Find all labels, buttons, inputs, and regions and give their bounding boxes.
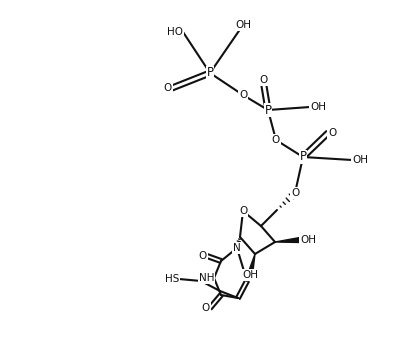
Text: P: P [264, 103, 272, 117]
Polygon shape [247, 254, 255, 276]
Text: O: O [239, 90, 247, 100]
Text: P: P [299, 151, 307, 164]
Text: P: P [206, 67, 214, 80]
Text: O: O [164, 83, 172, 93]
Text: NH: NH [199, 273, 214, 283]
Text: OH: OH [352, 155, 368, 165]
Text: OH: OH [235, 20, 251, 30]
Polygon shape [275, 238, 300, 242]
Text: OH: OH [310, 102, 326, 112]
Text: O: O [202, 303, 210, 313]
Text: O: O [328, 128, 336, 138]
Text: O: O [259, 75, 267, 85]
Text: O: O [291, 188, 299, 198]
Text: OH: OH [300, 235, 316, 245]
Text: O: O [272, 135, 280, 145]
Text: HS: HS [164, 274, 179, 284]
Text: O: O [239, 206, 247, 216]
Text: HO: HO [167, 27, 183, 37]
Text: N: N [233, 243, 241, 253]
Text: O: O [199, 251, 207, 261]
Text: OH: OH [242, 270, 258, 280]
